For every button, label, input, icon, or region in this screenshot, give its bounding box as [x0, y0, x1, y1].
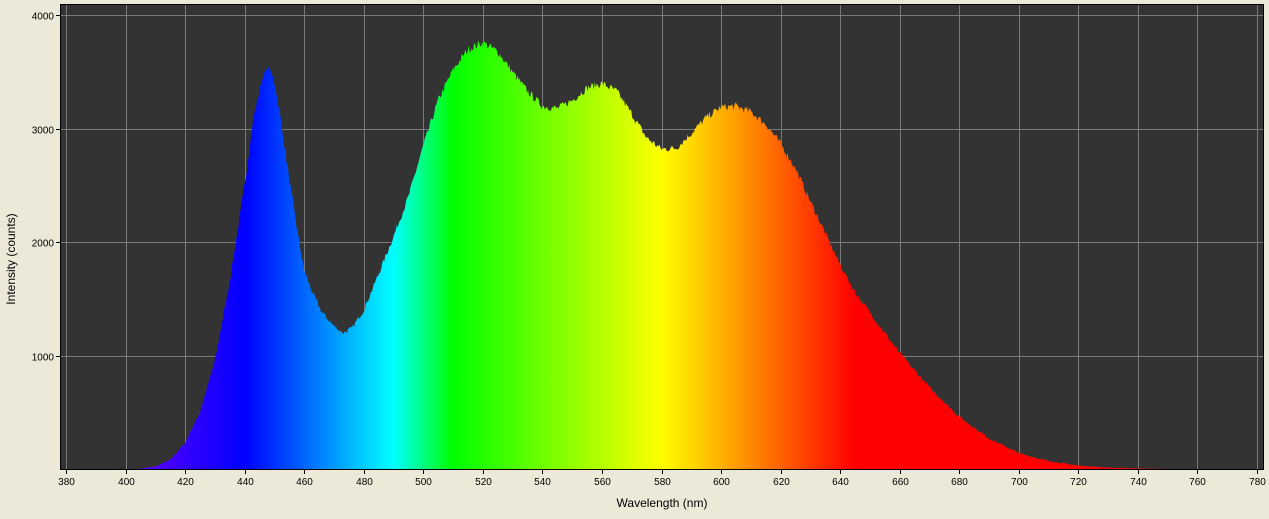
- y-tick-label: 4000: [32, 12, 55, 23]
- spectrum-area: [140, 40, 1168, 470]
- axis-ticks: 380 400 420 440 460 480 500 520 540 560 580 600 620 6…: [32, 12, 1267, 489]
- y-tick-label: 2000: [32, 239, 55, 250]
- x-tick-label: 780: [1249, 477, 1266, 488]
- x-tick-label: 720: [1070, 477, 1087, 488]
- x-tick-label: 740: [1130, 477, 1147, 488]
- x-tick-label: 460: [296, 477, 313, 488]
- x-tick-label: 600: [713, 477, 730, 488]
- x-tick-label: 620: [773, 477, 790, 488]
- x-tick-label: 660: [892, 477, 909, 488]
- y-tick-label: 3000: [32, 126, 55, 137]
- y-tick-label: 1000: [32, 353, 55, 364]
- x-tick-label: 500: [415, 477, 432, 488]
- y-axis-label: Intensity (counts): [4, 213, 18, 304]
- x-tick-label: 700: [1011, 477, 1028, 488]
- x-tick-label: 520: [475, 477, 492, 488]
- x-tick-label: 680: [951, 477, 968, 488]
- x-tick-label: 480: [356, 477, 373, 488]
- x-tick-label: 440: [237, 477, 254, 488]
- x-tick-label: 540: [534, 477, 551, 488]
- x-tick-label: 380: [58, 477, 75, 488]
- x-tick-label: 760: [1189, 477, 1206, 488]
- x-tick-label: 640: [832, 477, 849, 488]
- x-tick-label: 560: [594, 477, 611, 488]
- x-tick-label: 400: [118, 477, 135, 488]
- x-axis-label: Wavelength (nm): [617, 496, 708, 510]
- x-tick-label: 420: [177, 477, 194, 488]
- x-tick-label: 580: [654, 477, 671, 488]
